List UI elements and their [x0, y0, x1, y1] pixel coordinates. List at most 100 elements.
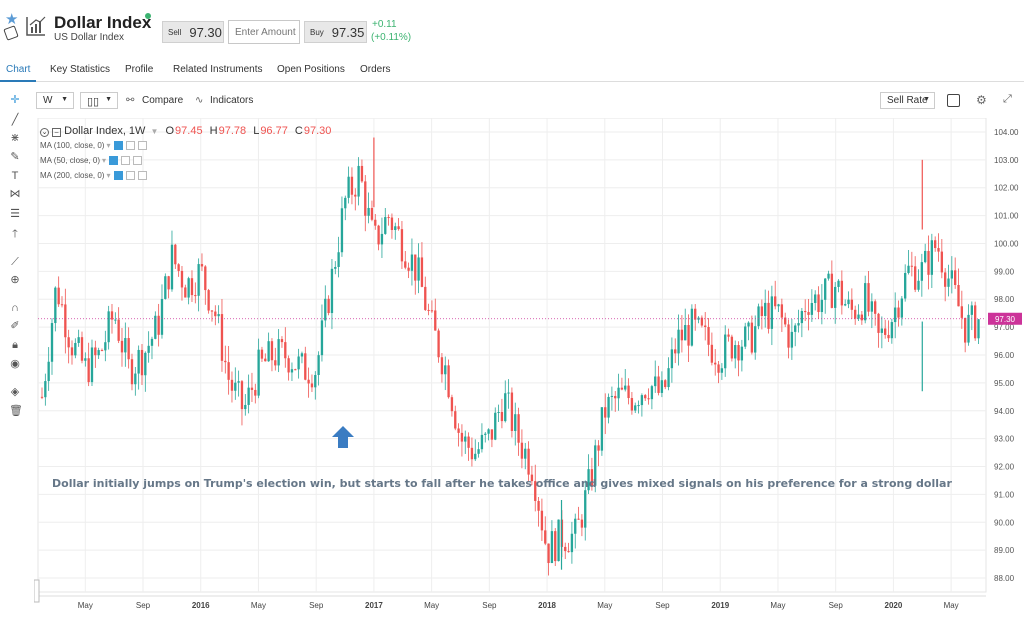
visibility-icon[interactable]: [109, 156, 119, 165]
indicators-button[interactable]: Indicators: [210, 95, 254, 106]
candle-body: [627, 385, 630, 399]
candle-body: [804, 311, 807, 313]
candle-body: [960, 306, 963, 318]
visibility-icon[interactable]: [113, 171, 123, 180]
arrow-up-icon[interactable]: 🡑: [12, 228, 18, 240]
close-icon[interactable]: [137, 171, 147, 180]
candle-body: [70, 347, 74, 356]
settings-icon[interactable]: [125, 171, 135, 180]
x-tick-label: 2020: [885, 601, 903, 610]
minimize-icon[interactable]: –: [52, 128, 62, 137]
compare-button[interactable]: Compare: [142, 95, 184, 106]
amount-input[interactable]: [228, 20, 300, 44]
trash-icon[interactable]: 🗑︎: [9, 405, 23, 417]
chevron-down-icon: ▼: [61, 96, 68, 103]
candle-body: [544, 530, 547, 544]
pattern-icon[interactable]: ⋈: [9, 188, 21, 200]
trend-line-icon[interactable]: ╱: [11, 114, 19, 126]
y-tick-label: 100.00: [994, 239, 1019, 248]
tab-profile[interactable]: Profile: [125, 64, 154, 75]
candle-body: [437, 330, 440, 358]
candle-body: [647, 398, 650, 400]
candle-body: [424, 286, 427, 310]
candle-body: [390, 217, 394, 231]
candle-body: [210, 310, 214, 312]
tab-chart[interactable]: Chart: [6, 64, 31, 75]
current-price-label: 97.30: [995, 315, 1016, 324]
close-icon[interactable]: [133, 156, 143, 165]
candle-body: [700, 317, 704, 326]
fullscreen-icon[interactable]: ⤢: [1003, 93, 1012, 105]
gear-icon[interactable]: ⚙: [976, 93, 987, 107]
collapse-icon[interactable]: ⌄: [40, 128, 49, 137]
candle-body: [527, 448, 530, 475]
settings-icon[interactable]: [121, 156, 131, 165]
sell-button[interactable]: Sell 97.30: [162, 21, 224, 43]
pitchfork-icon[interactable]: ⋇: [10, 132, 20, 144]
candle-body: [880, 328, 884, 333]
candle-body: [774, 296, 777, 307]
candle-body: [914, 266, 917, 290]
change-percent: (+0.11%): [371, 32, 412, 43]
candle-body: [557, 519, 560, 562]
price-chart[interactable]: 88.00 89.00 90.00 91.00 92.00 93.00 94.00 95.00…: [34, 118, 1024, 618]
tab-open-positions[interactable]: Open Positions: [277, 64, 345, 75]
chevron-down-icon: ▼: [923, 96, 930, 103]
drawing-toolbar: ✛ ╱ ⋇ ✎ T ⋈ ☰ 🡑 ⟋ ⊕ ∩ ✐ 🔒︎ ◉ ◈ 🗑︎: [0, 88, 30, 618]
buy-label: Buy: [310, 27, 324, 37]
lock-icon[interactable]: 🔒︎: [12, 339, 18, 351]
screenshot-icon[interactable]: [947, 94, 960, 107]
x-tick-label: Sep: [655, 601, 670, 610]
text-tool-icon[interactable]: T: [11, 170, 19, 182]
star-icon[interactable]: ★: [5, 11, 19, 28]
y-tick-label: 102.00: [994, 184, 1019, 193]
crosshair-icon[interactable]: ✛: [10, 94, 20, 106]
settings-icon[interactable]: [125, 141, 135, 150]
chart-icon: [26, 16, 46, 36]
visibility-icon[interactable]: [113, 141, 123, 150]
measure-icon[interactable]: ⟋: [11, 256, 19, 268]
candle-body: [364, 181, 367, 216]
tab-orders[interactable]: Orders: [360, 64, 391, 75]
candle-body: [677, 329, 680, 354]
candle-body: [320, 320, 324, 356]
close-label: C: [294, 125, 303, 137]
buy-button[interactable]: Buy 97.35: [304, 21, 367, 43]
close-icon[interactable]: [137, 141, 147, 150]
fib-icon[interactable]: ☰: [10, 208, 20, 220]
candle-body: [540, 510, 544, 531]
y-axis: 88.00 89.00 90.00 91.00 92.00 93.00 94.00 95.00…: [994, 128, 1019, 583]
eye-icon[interactable]: ◉: [10, 358, 20, 370]
candle-body: [340, 208, 344, 253]
candle-body: [974, 305, 977, 339]
chevron-down-icon[interactable]: ▼: [150, 127, 159, 136]
chart-overlay: 97.30 Dollar initially jumps on Trump's e…: [34, 312, 1022, 603]
brush-icon[interactable]: ✎: [10, 151, 20, 163]
tab-key-statistics[interactable]: Key Statistics: [50, 64, 111, 75]
candle-body: [284, 342, 287, 359]
candle-body: [694, 308, 697, 320]
candle-body: [277, 339, 280, 366]
interval-select[interactable]: W ▼: [36, 92, 74, 109]
layers-icon[interactable]: ◈: [10, 386, 20, 398]
chevron-down-icon[interactable]: ▾: [106, 141, 111, 150]
candle-body: [637, 405, 640, 407]
stay-drawing-icon[interactable]: ✐: [10, 320, 20, 332]
candle-body: [80, 337, 84, 361]
scroll-left-handle[interactable]: [34, 579, 40, 603]
chart-type-select[interactable]: ▯▯ ▼: [80, 92, 118, 109]
candle-body: [807, 312, 810, 315]
market-open-indicator: [145, 13, 151, 19]
candle-body: [714, 362, 717, 365]
tab-related-instruments[interactable]: Related Instruments: [173, 64, 263, 75]
zoom-icon[interactable]: ⊕: [10, 274, 20, 286]
magnet-icon[interactable]: ∩: [11, 302, 19, 314]
candle-body: [770, 296, 774, 329]
candle-body: [137, 349, 140, 374]
chevron-down-icon[interactable]: ▾: [106, 171, 111, 180]
rate-select[interactable]: Sell Rate ▼: [880, 92, 935, 109]
x-tick-label: 2019: [711, 601, 729, 610]
candle-body: [127, 338, 130, 360]
chevron-down-icon[interactable]: ▾: [102, 156, 107, 165]
candle-body: [820, 299, 824, 313]
